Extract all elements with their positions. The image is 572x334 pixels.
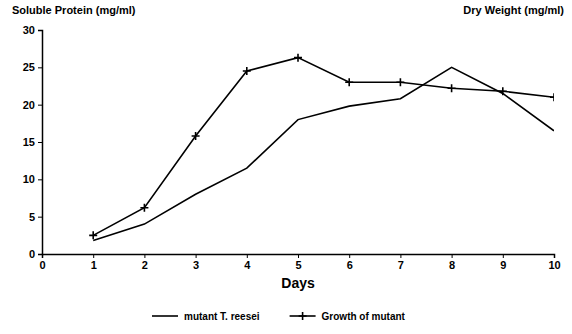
x-tick-label: 4	[244, 259, 251, 271]
y-tick-label: 0	[29, 248, 35, 260]
x-tick: 0	[39, 254, 45, 271]
x-tick-mark	[196, 254, 197, 258]
legend-label: mutant T. reesei	[184, 311, 260, 322]
x-tick-mark	[400, 254, 401, 258]
legend-marker	[299, 312, 307, 320]
y-tick-mark	[38, 67, 42, 68]
y-tick: 30	[23, 24, 42, 36]
series-marker	[192, 132, 200, 140]
series-marker	[448, 84, 456, 92]
y-tick: 20	[23, 99, 42, 111]
x-tick-mark	[144, 254, 145, 258]
y-tick-mark	[38, 217, 42, 218]
y-tick: 5	[29, 211, 42, 223]
y-tick-mark	[38, 30, 42, 31]
y2-axis-title: Dry Weight (mg/ml)	[463, 4, 564, 16]
y-tick-label: 5	[29, 211, 35, 223]
series-marker	[550, 93, 554, 101]
x-tick-mark	[349, 254, 350, 258]
y-tick-mark	[38, 179, 42, 180]
x-axis-title: Days	[281, 275, 315, 291]
x-tick: 6	[347, 254, 353, 271]
x-tick: 10	[548, 254, 560, 271]
x-tick-mark	[452, 254, 453, 258]
y-tick-label: 20	[23, 99, 35, 111]
x-tick-mark	[503, 254, 504, 258]
legend-label: Growth of mutant	[322, 311, 406, 322]
x-tick-mark	[298, 254, 299, 258]
legend-entry: Growth of mutant	[290, 311, 406, 322]
x-tick-label: 10	[548, 259, 560, 271]
series-marker	[294, 54, 302, 62]
series-marker	[499, 87, 507, 95]
series-marker	[396, 78, 404, 86]
x-tick-label: 6	[347, 259, 353, 271]
legend-entry: mutant T. reesei	[152, 311, 260, 322]
x-tick: 1	[91, 254, 97, 271]
x-axis: 0 1 2 3 4 5 6 7 8 9 10	[39, 254, 560, 271]
y-tick-mark	[38, 142, 42, 143]
x-tick-mark	[247, 254, 248, 258]
x-tick-label: 9	[500, 259, 506, 271]
series-line	[93, 58, 554, 236]
x-tick: 9	[500, 254, 506, 271]
x-tick: 3	[193, 254, 199, 271]
y-tick-label: 10	[23, 173, 35, 185]
x-tick: 4	[244, 254, 251, 271]
y-tick-mark	[38, 254, 42, 255]
y-axis-line	[38, 31, 43, 255]
chart: 0 1 2 3 4 5 6 7 8 9 10 0 5 10 15 20 25 30 Soluble Protein …	[0, 0, 572, 334]
x-tick-label: 7	[398, 259, 404, 271]
x-tick: 7	[398, 254, 404, 271]
series-line	[93, 67, 554, 240]
x-tick: 5	[295, 254, 301, 271]
x-axis-line	[43, 255, 555, 259]
series-layer	[89, 54, 554, 241]
series-marker	[89, 231, 97, 239]
y-tick: 0	[29, 248, 42, 260]
x-tick-label: 3	[193, 259, 199, 271]
x-tick-label: 1	[91, 259, 97, 271]
y-axis-title: Soluble Protein (mg/ml)	[12, 4, 136, 16]
y-tick-label: 25	[23, 61, 35, 73]
y-tick-mark	[38, 105, 42, 106]
legend: mutant T. reesei Growth of mutant	[152, 311, 406, 322]
x-tick-label: 0	[39, 259, 45, 271]
x-tick: 2	[142, 254, 148, 271]
series-marker	[243, 67, 251, 75]
x-tick: 8	[449, 254, 455, 271]
series-marker	[345, 78, 353, 86]
y-tick: 10	[23, 173, 42, 185]
y-tick-label: 15	[23, 136, 35, 148]
x-tick-label: 2	[142, 259, 148, 271]
plot: 0 1 2 3 4 5 6 7 8 9 10 0 5 10 15 20 25 30	[23, 24, 561, 271]
y-tick: 25	[23, 61, 42, 73]
series-marker	[140, 204, 148, 212]
y-axis: 0 5 10 15 20 25 30	[23, 24, 43, 260]
y-tick: 15	[23, 136, 42, 148]
x-tick-mark	[93, 254, 94, 258]
y-tick-label: 30	[23, 24, 35, 36]
x-tick-label: 5	[295, 259, 301, 271]
x-tick-mark	[554, 254, 555, 258]
x-tick-label: 8	[449, 259, 455, 271]
legend-swatch	[152, 315, 178, 317]
